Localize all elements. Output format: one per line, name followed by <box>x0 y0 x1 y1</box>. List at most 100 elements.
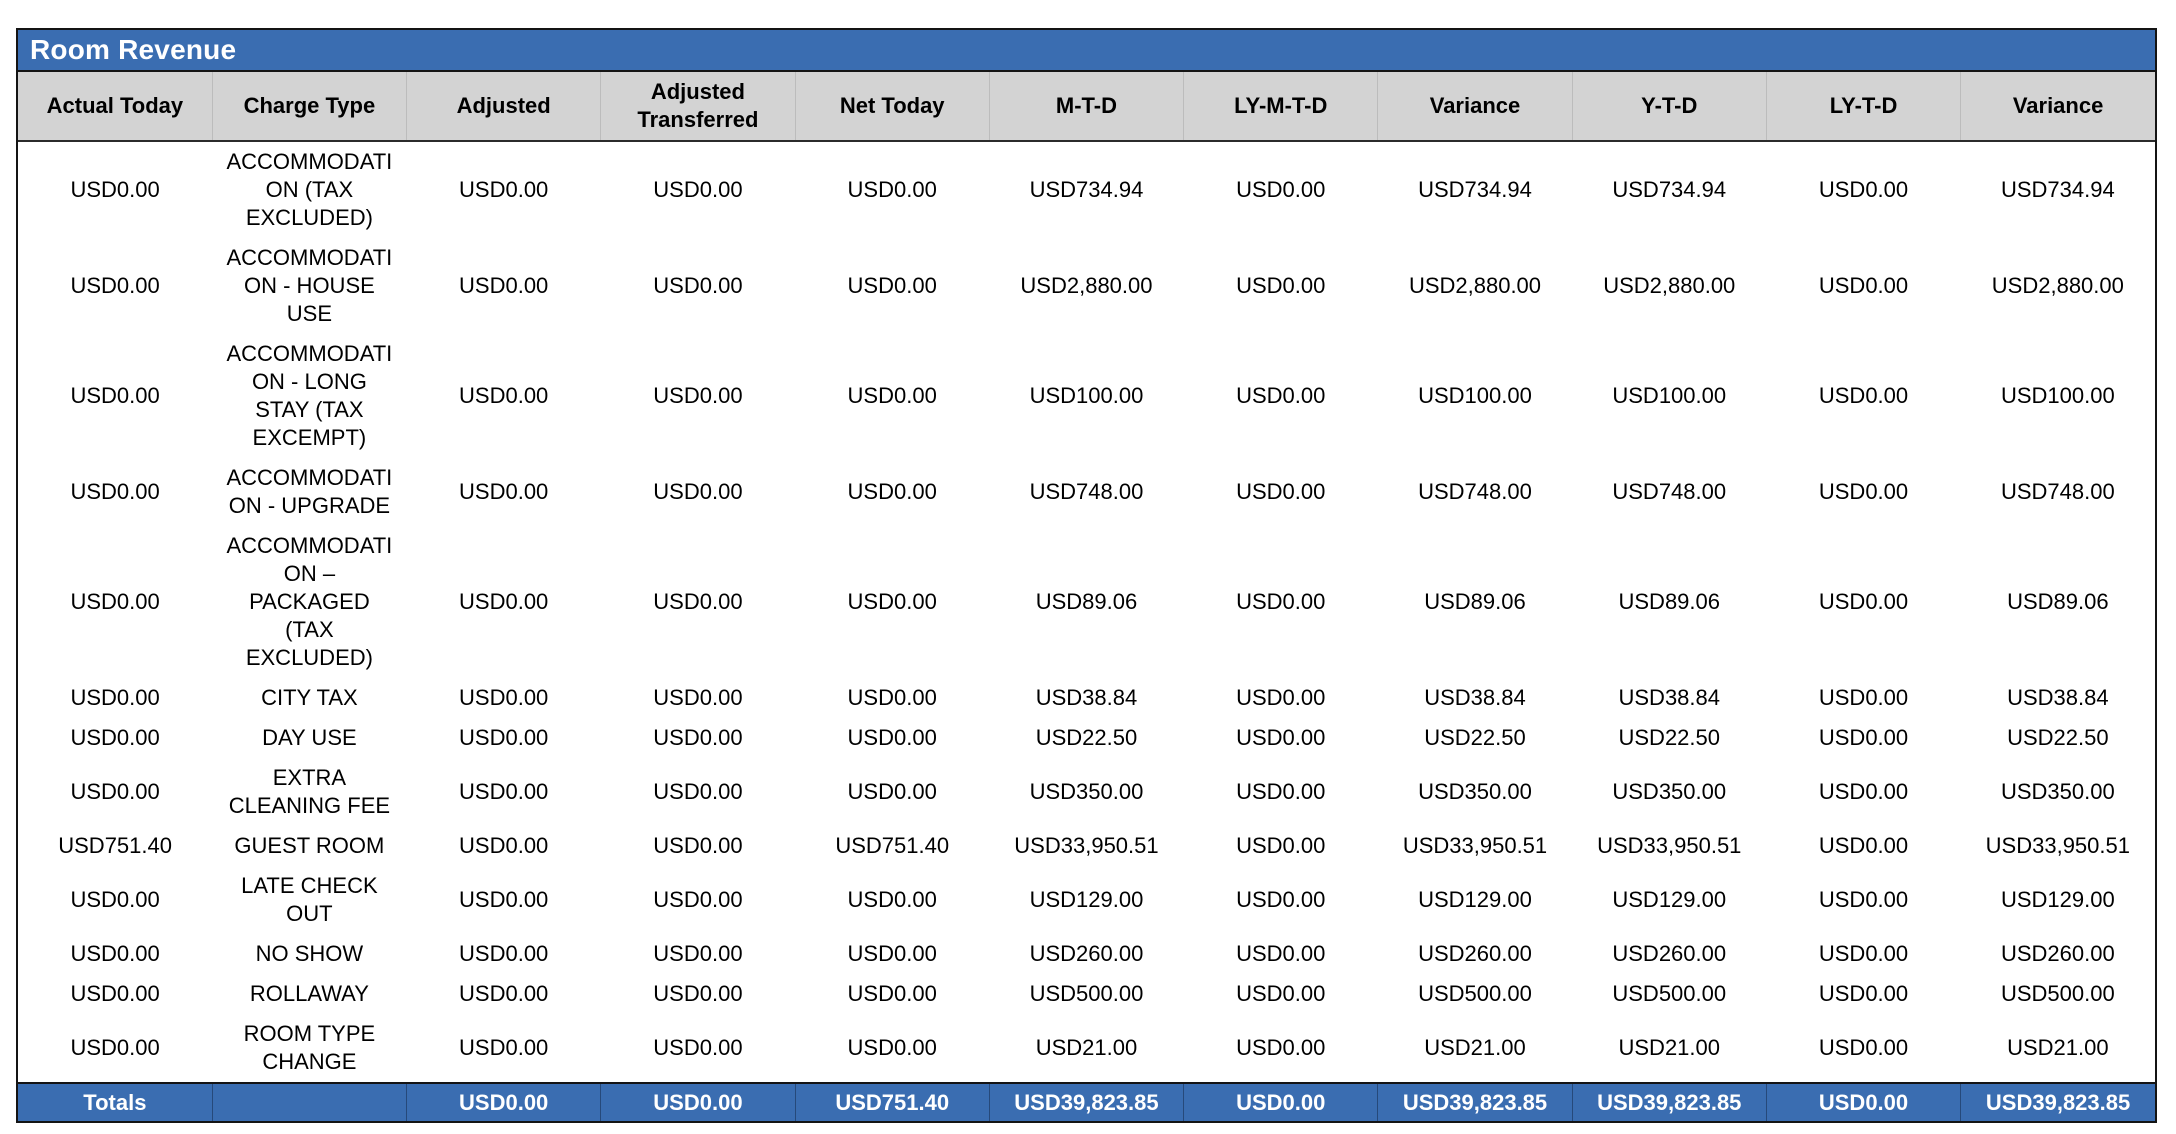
amount-cell: USD0.00 <box>1183 718 1378 758</box>
amount-cell: USD260.00 <box>1572 934 1767 974</box>
amount-cell: USD2,880.00 <box>989 238 1184 334</box>
amount-cell: USD734.94 <box>1377 141 1573 238</box>
amount-cell: USD260.00 <box>1960 934 2155 974</box>
amount-cell: USD500.00 <box>1960 974 2155 1014</box>
amount-cell: USD0.00 <box>795 974 990 1014</box>
column-header: M-T-D <box>988 72 1184 142</box>
amount-cell: USD0.00 <box>795 458 990 526</box>
column-header: Charge Type <box>211 72 407 142</box>
column-header: LY-M-T-D <box>1183 72 1378 142</box>
amount-cell: USD0.00 <box>18 678 213 718</box>
amount-cell: USD0.00 <box>600 974 796 1014</box>
amount-cell: USD0.00 <box>1183 974 1378 1014</box>
table-row: USD0.00 ACCOMMODATION - UPGRADE USD0.00 USD… <box>18 458 2155 526</box>
amount-cell: USD100.00 <box>1377 334 1573 458</box>
amount-cell: USD22.50 <box>989 718 1184 758</box>
amount-cell: USD350.00 <box>1377 758 1573 826</box>
amount-cell: USD0.00 <box>18 141 213 238</box>
amount-cell: USD734.94 <box>1572 141 1767 238</box>
amount-cell: USD0.00 <box>1766 238 1961 334</box>
amount-cell: USD89.06 <box>1377 526 1573 678</box>
amount-cell: USD260.00 <box>989 934 1184 974</box>
amount-cell: USD21.00 <box>1960 1014 2155 1083</box>
totals-amount-cell: USD39,823.85 <box>1377 1082 1573 1121</box>
amount-cell: USD350.00 <box>1960 758 2155 826</box>
amount-cell: USD0.00 <box>18 1014 213 1083</box>
amount-cell: USD21.00 <box>1377 1014 1573 1083</box>
charge-type-cell: ACCOMMODATION - HOUSE USE <box>212 238 407 334</box>
amount-cell: USD100.00 <box>1960 334 2155 458</box>
amount-cell: USD0.00 <box>406 1014 601 1083</box>
amount-cell: USD100.00 <box>1572 334 1767 458</box>
table-row: USD0.00 NO SHOW USD0.00 USD0.00 USD0.00 USD26… <box>18 934 2155 974</box>
room-revenue-report: Room Revenue Actual Today Charge Type Adju… <box>16 28 2157 1123</box>
amount-cell: USD748.00 <box>989 458 1184 526</box>
amount-cell: USD0.00 <box>406 526 601 678</box>
charge-type-cell: NO SHOW <box>212 934 407 974</box>
column-header: Net Today <box>794 72 990 142</box>
amount-cell: USD0.00 <box>1766 334 1961 458</box>
charge-type-cell: ROOM TYPE CHANGE <box>212 1014 407 1083</box>
table-row: USD0.00 ROLLAWAY USD0.00 USD0.00 USD0.00 USD5… <box>18 974 2155 1014</box>
amount-cell: USD0.00 <box>795 678 990 718</box>
table-row: USD751.40 GUEST ROOM USD0.00 USD0.00 USD751.… <box>18 826 2155 866</box>
amount-cell: USD0.00 <box>600 1014 796 1083</box>
amount-cell: USD0.00 <box>1183 866 1378 934</box>
amount-cell: USD0.00 <box>406 934 601 974</box>
column-header-row: Actual Today Charge Type Adjusted Adjusted … <box>18 72 2155 142</box>
amount-cell: USD129.00 <box>1960 866 2155 934</box>
amount-cell: USD0.00 <box>406 458 601 526</box>
amount-cell: USD0.00 <box>18 974 213 1014</box>
amount-cell: USD0.00 <box>406 758 601 826</box>
amount-cell: USD0.00 <box>1766 526 1961 678</box>
column-header: LY-T-D <box>1765 72 1961 142</box>
amount-cell: USD0.00 <box>795 334 990 458</box>
amount-cell: USD21.00 <box>989 1014 1184 1083</box>
amount-cell: USD748.00 <box>1377 458 1573 526</box>
amount-cell: USD751.40 <box>18 826 213 866</box>
amount-cell: USD0.00 <box>18 458 213 526</box>
charge-type-cell: LATE CHECK OUT <box>212 866 407 934</box>
table-row: USD0.00 EXTRA CLEANING FEE USD0.00 USD0.00 U… <box>18 758 2155 826</box>
amount-cell: USD0.00 <box>406 141 601 238</box>
amount-cell: USD0.00 <box>600 526 796 678</box>
charge-type-cell: ACCOMMODATION (TAX EXCLUDED) <box>212 141 407 238</box>
amount-cell: USD0.00 <box>1766 718 1961 758</box>
charge-type-cell: EXTRA CLEANING FEE <box>212 758 407 826</box>
charge-type-cell: ACCOMMODATION - LONG STAY (TAX EXCEMPT) <box>212 334 407 458</box>
table-row: USD0.00 DAY USE USD0.00 USD0.00 USD0.00 USD22… <box>18 718 2155 758</box>
amount-cell: USD734.94 <box>989 141 1184 238</box>
amount-cell: USD38.84 <box>1377 678 1573 718</box>
amount-cell: USD0.00 <box>795 934 990 974</box>
totals-amount-cell: USD751.40 <box>794 1082 990 1121</box>
amount-cell: USD33,950.51 <box>1960 826 2155 866</box>
table-row: USD0.00 CITY TAX USD0.00 USD0.00 USD0.00 USD3… <box>18 678 2155 718</box>
amount-cell: USD0.00 <box>1766 1014 1961 1083</box>
amount-cell: USD0.00 <box>1183 1014 1378 1083</box>
amount-cell: USD0.00 <box>795 718 990 758</box>
amount-cell: USD0.00 <box>1183 238 1378 334</box>
column-header: Variance <box>1377 72 1573 142</box>
amount-cell: USD0.00 <box>600 826 796 866</box>
report-title: Room Revenue <box>30 34 237 65</box>
amount-cell: USD0.00 <box>600 866 796 934</box>
amount-cell: USD2,880.00 <box>1960 238 2155 334</box>
amount-cell: USD0.00 <box>1766 458 1961 526</box>
amount-cell: USD2,880.00 <box>1572 238 1767 334</box>
charge-type-cell: ACCOMMODATION – PACKAGED (TAX EXCLUDED) <box>212 526 407 678</box>
amount-cell: USD0.00 <box>600 678 796 718</box>
amount-cell: USD38.84 <box>989 678 1184 718</box>
totals-amount-cell: USD39,823.85 <box>1960 1082 2155 1121</box>
totals-row: Totals USD0.00 USD0.00 USD751.40 USD39,823.8… <box>18 1082 2155 1121</box>
amount-cell: USD33,950.51 <box>989 826 1184 866</box>
amount-cell: USD0.00 <box>600 758 796 826</box>
amount-cell: USD0.00 <box>1766 758 1961 826</box>
amount-cell: USD0.00 <box>795 238 990 334</box>
amount-cell: USD0.00 <box>406 718 601 758</box>
amount-cell: USD0.00 <box>18 526 213 678</box>
amount-cell: USD0.00 <box>18 758 213 826</box>
amount-cell: USD260.00 <box>1377 934 1573 974</box>
amount-cell: USD0.00 <box>795 526 990 678</box>
amount-cell: USD0.00 <box>18 334 213 458</box>
charge-type-cell: ROLLAWAY <box>212 974 407 1014</box>
